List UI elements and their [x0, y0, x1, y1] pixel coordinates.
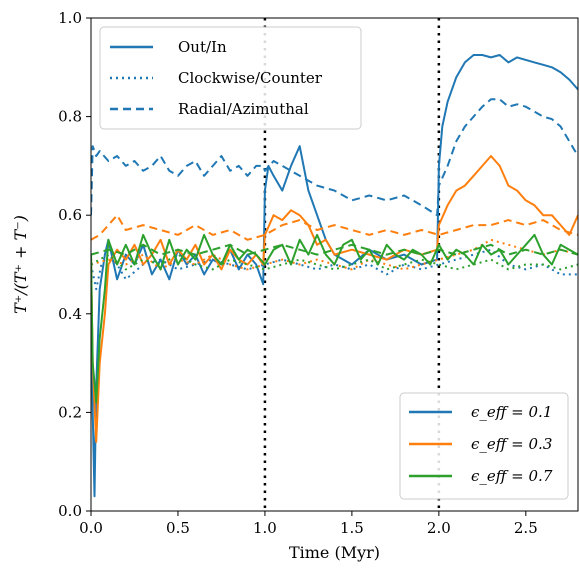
epsilon-legend: ϵ_eff = 0.1 ϵ_eff = 0.3 ϵ_eff = 0.7 — [399, 392, 569, 500]
x-tick-label: 0.5 — [166, 519, 190, 537]
axis-ticks: 0.0 0.5 1.0 1.5 2.0 2.5 0.0 0.2 0.4 0.6 0.8 1.0 — [58, 9, 538, 537]
axes-frame — [90, 17, 579, 512]
y-axis-label: T⁺/(T⁺ + T⁻) — [11, 215, 30, 314]
legend-label: Out/In — [178, 38, 227, 56]
y-tick-label: 0.8 — [58, 108, 82, 126]
legend-label: ϵ_eff = 0.1 — [471, 403, 552, 421]
x-tick-label: 1.0 — [253, 519, 277, 537]
legend-label: ϵ_eff = 0.7 — [471, 467, 553, 485]
y-tick-label: 0.0 — [58, 502, 82, 520]
legend-label: Radial/Azimuthal — [178, 100, 309, 118]
x-tick-label: 2.0 — [427, 519, 451, 537]
legend-box — [99, 26, 362, 130]
y-tick-label: 1.0 — [58, 9, 82, 27]
y-tick-label: 0.6 — [58, 206, 82, 224]
series-line-6 — [91, 233, 578, 404]
x-axis-label: Time (Myr) — [289, 543, 380, 562]
x-tick-label: 0.0 — [79, 519, 103, 537]
line-style-legend: Out/In Clockwise/Counter Radial/Azimuthal — [99, 26, 362, 130]
series-line-1 — [91, 248, 578, 291]
series-line-4 — [91, 214, 578, 241]
series-line-3 — [91, 155, 578, 443]
x-tick-label: 1.5 — [340, 519, 364, 537]
legend-box — [399, 392, 569, 500]
y-tick-label: 0.2 — [58, 403, 82, 421]
series-layer — [91, 54, 578, 498]
series-line-2 — [91, 98, 578, 217]
series-line-7 — [91, 253, 578, 271]
series-line-0 — [91, 54, 578, 498]
legend-label: Clockwise/Counter — [178, 69, 323, 87]
legend-label: ϵ_eff = 0.3 — [471, 435, 552, 453]
x-tick-label: 2.5 — [514, 519, 538, 537]
y-tick-label: 0.4 — [58, 305, 82, 323]
